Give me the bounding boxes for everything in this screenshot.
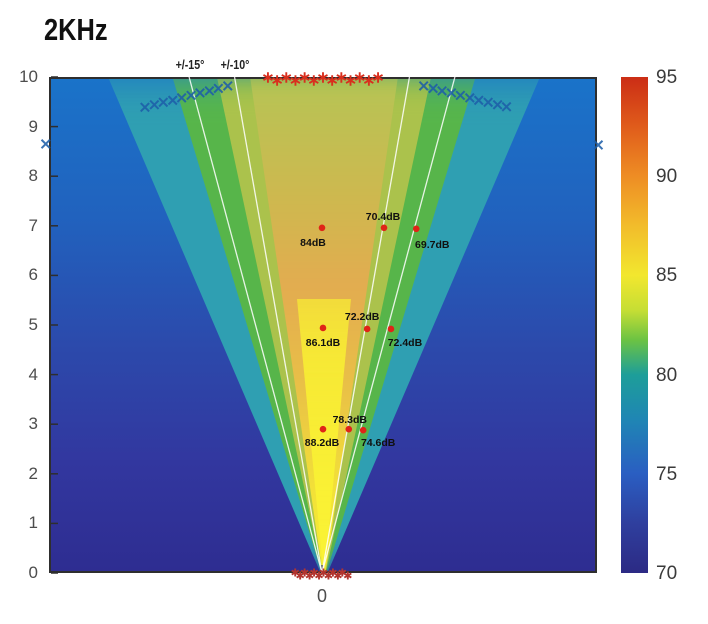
colorbar-tick-label: 90 xyxy=(656,166,678,188)
red-asterisk-marker xyxy=(308,75,319,86)
red-asterisk-marker xyxy=(299,72,310,83)
measurement-label: 72.2dB xyxy=(345,311,380,323)
measurement-dot xyxy=(387,325,395,333)
beam-guide-line xyxy=(321,76,456,574)
y-axis-tick-label: 10 xyxy=(19,67,38,86)
blue-x-marker xyxy=(158,97,169,108)
red-asterisk-marker xyxy=(262,72,273,83)
measurement-dot xyxy=(359,426,367,434)
measurement-label: 78.3dB xyxy=(333,414,368,426)
red-asterisk-marker xyxy=(281,72,292,83)
measurement-dot xyxy=(345,425,353,433)
measurement-label: 72.4dB xyxy=(388,337,423,349)
blue-x-marker xyxy=(492,99,503,110)
y-axis-tick-label: 2 xyxy=(28,463,38,483)
red-asterisk-marker xyxy=(343,571,352,580)
y-axis-tick-label: 3 xyxy=(28,414,38,434)
blue-x-marker xyxy=(195,87,205,98)
measurement-label: 88.2dB xyxy=(305,437,340,449)
blue-x-marker xyxy=(176,92,187,103)
red-asterisk-marker xyxy=(373,72,384,83)
colorbar xyxy=(621,77,648,573)
red-asterisk-marker xyxy=(318,72,328,83)
blue-x-marker xyxy=(186,90,196,101)
blue-x-marker xyxy=(483,97,494,108)
y-axis-tick-label: 9 xyxy=(28,116,38,136)
blue-x-marker xyxy=(464,92,475,103)
blue-x-marker xyxy=(437,85,447,96)
red-asterisk-marker xyxy=(363,75,374,86)
red-asterisk-marker xyxy=(291,568,300,577)
measurement-dot xyxy=(380,224,388,232)
blue-x-marker xyxy=(213,83,224,94)
y-axis-tick-label: 6 xyxy=(28,265,38,285)
red-asterisk-marker xyxy=(327,75,338,86)
measurement-label: 74.6dB xyxy=(361,437,396,449)
measurement-dot xyxy=(412,225,420,233)
blue-x-marker xyxy=(455,90,466,101)
blue-x-marker xyxy=(140,102,150,113)
y-axis-tick-label: 4 xyxy=(28,364,38,384)
blue-x-marker xyxy=(418,81,429,91)
measurement-label: 69.7dB xyxy=(415,239,450,251)
chart-title: 2KHz xyxy=(44,12,108,47)
colorbar-tick-label: 80 xyxy=(656,364,678,386)
x-axis-label: 0 xyxy=(316,586,328,606)
colorbar-tick-label: 85 xyxy=(656,265,678,287)
beam-guide-line xyxy=(233,76,323,574)
y-axis-tick-label: 7 xyxy=(28,215,38,235)
measurement-label: 86.1dB xyxy=(306,337,341,349)
red-asterisk-marker xyxy=(354,72,365,83)
red-asterisk-marker xyxy=(290,75,301,86)
measurement-dot xyxy=(319,425,327,433)
y-axis-tick-label: 8 xyxy=(28,166,38,186)
measurement-dot xyxy=(318,224,326,232)
colorbar-tick-label: 95 xyxy=(656,67,678,88)
angle-label-10deg: +/-10° xyxy=(220,57,250,72)
blue-x-marker xyxy=(149,99,160,110)
blue-x-marker xyxy=(473,95,484,106)
y-axis-tick-label: 1 xyxy=(28,513,38,533)
blue-x-marker xyxy=(501,101,512,112)
blue-x-marker xyxy=(204,85,215,96)
blue-x-marker xyxy=(40,139,51,149)
blue-x-marker xyxy=(167,95,178,106)
beam-guide-line xyxy=(188,76,323,574)
measurement-dot xyxy=(319,324,327,332)
y-axis-tick-label: 5 xyxy=(28,315,38,334)
red-asterisk-marker xyxy=(345,75,356,86)
blue-x-marker xyxy=(222,81,233,91)
measurement-dot xyxy=(363,325,371,333)
y-axis-tick-label: 0 xyxy=(28,563,38,582)
colorbar-tick-label: 75 xyxy=(656,463,678,485)
measurement-label: 70.4dB xyxy=(366,211,401,223)
angle-label-15deg: +/-15° xyxy=(175,57,205,72)
red-asterisk-marker xyxy=(272,75,283,86)
blue-x-marker xyxy=(446,87,457,98)
colorbar-tick-label: 70 xyxy=(656,563,678,584)
markers-overlay: 84dB 70.4dB 69.7dB 86.1dB 72.2dB 72.4dB 88.2dB… xyxy=(40,72,604,580)
measurement-label: 84dB xyxy=(300,237,326,249)
blue-x-marker xyxy=(428,83,439,94)
red-asterisk-marker xyxy=(336,72,347,83)
blue-x-marker xyxy=(593,140,604,150)
beam-guide-line xyxy=(321,76,411,574)
